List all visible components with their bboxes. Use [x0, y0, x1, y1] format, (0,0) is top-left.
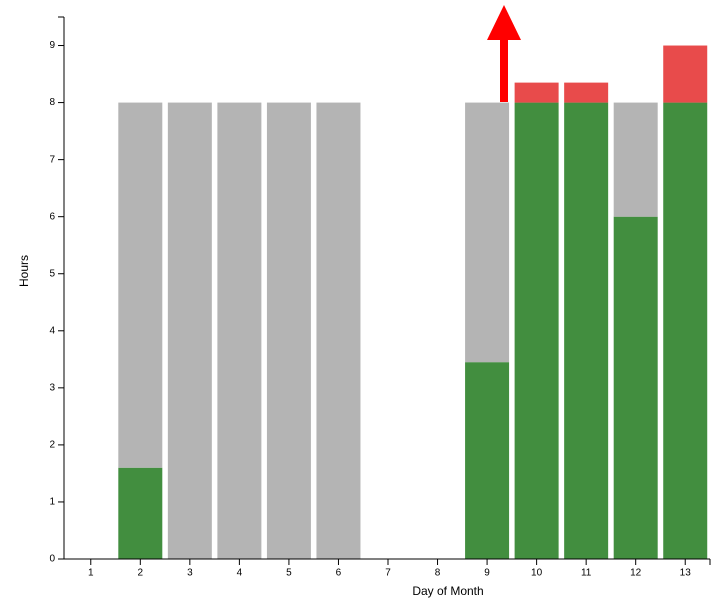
y-tick-label: 9 — [49, 40, 55, 51]
y-tick-label: 5 — [49, 268, 55, 279]
x-tick-label: 9 — [484, 568, 490, 579]
x-tick-label: 11 — [581, 568, 592, 579]
y-tick-label: 3 — [49, 382, 55, 393]
bar-segment — [613, 216, 658, 559]
x-axis-title: Day of Month — [412, 584, 483, 598]
bar-segment — [316, 102, 361, 559]
bar-segment — [613, 102, 658, 217]
y-axis-title: Hours — [17, 255, 31, 287]
y-tick-label: 2 — [49, 440, 55, 451]
y-tick-label: 4 — [49, 325, 55, 336]
y-tick-label: 8 — [49, 97, 55, 108]
x-tick-label: 2 — [138, 568, 144, 579]
x-tick-label: 3 — [187, 568, 193, 579]
x-tick-label: 8 — [435, 568, 441, 579]
x-tick-label: 10 — [531, 568, 543, 579]
arrow-shaft — [500, 38, 508, 102]
bar-segment — [167, 102, 212, 559]
bar-segment — [663, 102, 708, 559]
bar-segment — [266, 102, 311, 559]
bar-segment — [118, 102, 163, 468]
bar-segment — [663, 45, 708, 103]
x-tick-label: 13 — [680, 568, 692, 579]
y-tick-label: 1 — [49, 497, 55, 508]
bar-segment — [514, 82, 559, 103]
bar-segment — [217, 102, 262, 559]
x-tick-label: 12 — [630, 568, 642, 579]
arrow-head — [487, 5, 521, 40]
y-tick-label: 6 — [49, 211, 55, 222]
bar-segment — [465, 362, 510, 559]
bar-segment — [564, 102, 609, 559]
x-tick-label: 1 — [88, 568, 94, 579]
bar-segment — [514, 102, 559, 559]
bar-segment — [118, 467, 163, 559]
x-tick-label: 7 — [385, 568, 391, 579]
bar-segment — [465, 102, 510, 363]
x-tick-label: 6 — [336, 568, 342, 579]
bar-segment — [564, 82, 609, 103]
y-tick-label: 0 — [49, 554, 55, 565]
x-tick-label: 5 — [286, 568, 292, 579]
x-tick-label: 4 — [237, 568, 243, 579]
y-tick-label: 7 — [49, 154, 55, 165]
